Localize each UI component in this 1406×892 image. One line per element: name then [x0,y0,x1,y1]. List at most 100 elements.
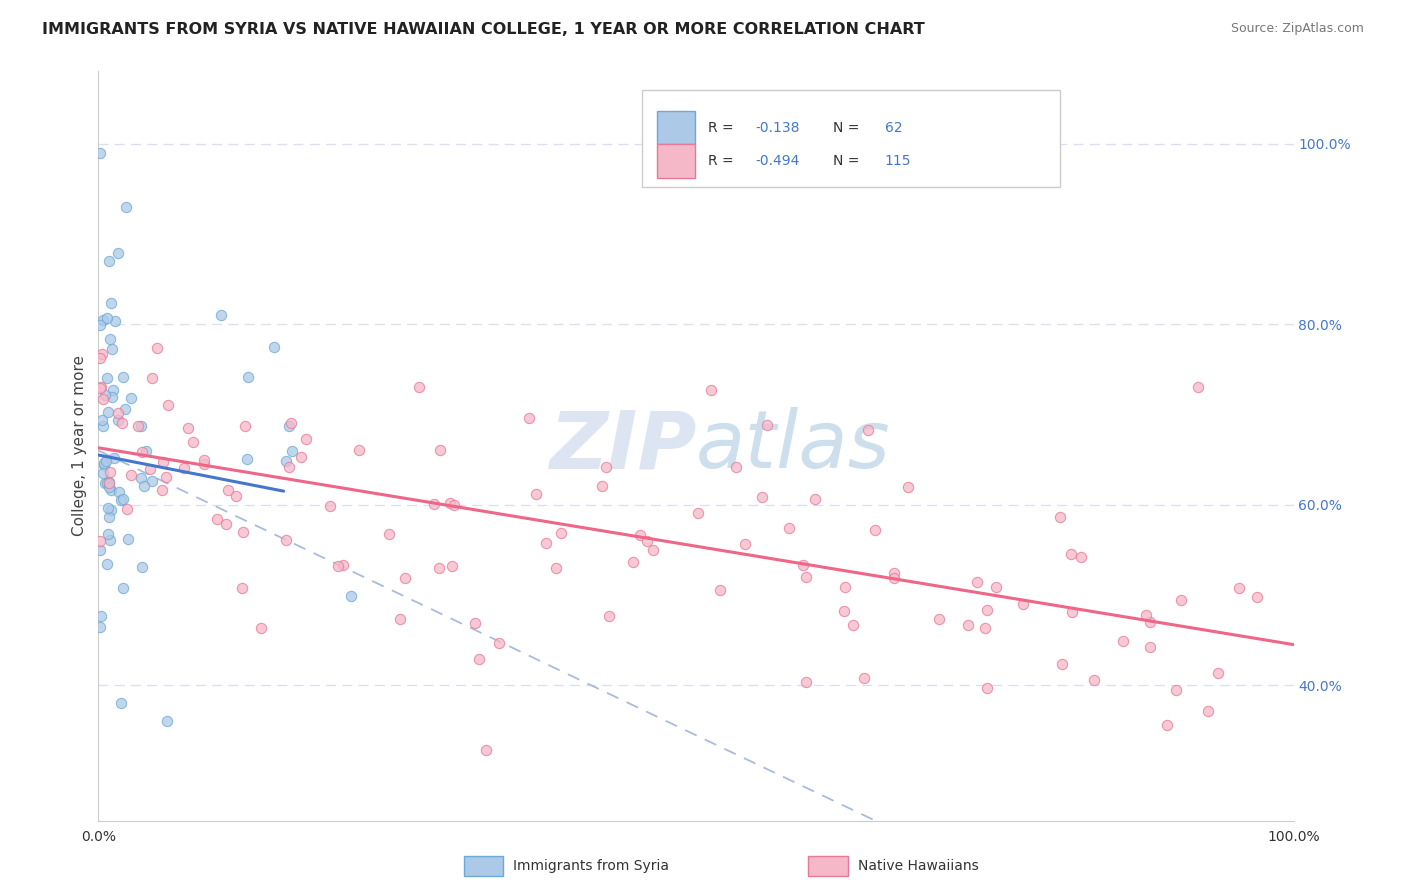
Point [1050,657,1073,671]
Point [98,533,121,547]
Point [94,388,117,402]
Point [281,443,304,458]
Text: Native Hawaiians: Native Hawaiians [858,859,979,873]
Point [205,512,228,526]
Point [233,418,256,433]
Point [232,525,254,540]
Point [91,418,114,433]
Text: N =: N = [834,154,865,169]
Point [897,480,920,494]
Point [104,314,127,328]
Point [378,527,401,541]
Point [439,496,461,510]
Point [488,636,510,650]
Point [156,398,179,412]
Point [517,410,540,425]
Point [966,574,988,589]
Point [93,456,115,470]
Point [107,406,129,420]
Text: 115: 115 [884,154,911,169]
Point [794,675,817,690]
Point [89,381,111,395]
Point [1208,665,1230,680]
Point [641,543,664,558]
Point [100,503,122,517]
Point [852,672,875,686]
Point [120,468,142,483]
Point [976,603,998,617]
Point [90,380,112,394]
Point [173,460,195,475]
Point [883,571,905,585]
Point [427,561,450,575]
Point [117,502,139,516]
Point [1139,640,1161,655]
Point [595,460,617,475]
Point [778,521,800,535]
Point [96,310,118,325]
Point [832,604,855,618]
Point [89,145,111,160]
Point [89,318,111,333]
Point [97,405,120,419]
Point [865,524,887,538]
Point [107,246,129,260]
Point [319,499,342,513]
Point [1012,597,1035,611]
Point [97,527,120,541]
Point [755,417,778,432]
Point [408,380,430,394]
Point [89,620,111,634]
Point [347,443,370,458]
Point [441,558,464,573]
Point [231,581,253,595]
Point [636,533,658,548]
Point [89,351,111,365]
Point [114,401,136,416]
Point [734,537,756,551]
Point [536,536,558,550]
Point [98,510,121,524]
Point [295,432,318,446]
Point [794,570,817,584]
Point [725,460,748,475]
Text: R =: R = [709,120,738,135]
Point [93,458,115,472]
Point [464,616,486,631]
Point [111,581,134,595]
Text: atlas: atlas [696,407,891,485]
Point [751,491,773,505]
Point [90,608,112,623]
Point [89,543,111,558]
Point [628,528,651,542]
Text: Immigrants from Syria: Immigrants from Syria [513,859,669,873]
Text: 62: 62 [884,120,903,135]
Point [100,391,122,405]
Text: R =: R = [709,154,738,169]
Text: -0.494: -0.494 [756,154,800,169]
Point [792,558,814,572]
Point [127,419,149,434]
Point [550,526,572,541]
Point [467,651,489,665]
Point [97,254,120,268]
Point [804,492,827,507]
Point [883,566,905,580]
Point [98,475,121,489]
Point [841,617,863,632]
Point [156,714,179,729]
Point [277,419,299,434]
Point [249,621,271,635]
Point [709,582,731,597]
Point [956,618,979,632]
Point [90,347,112,361]
Point [91,467,114,481]
Point [280,416,302,430]
Point [278,459,301,474]
Point [236,370,259,384]
Point [107,413,129,427]
Bar [657,111,695,145]
Point [177,421,200,435]
Point [1166,683,1188,698]
Point [131,444,153,458]
